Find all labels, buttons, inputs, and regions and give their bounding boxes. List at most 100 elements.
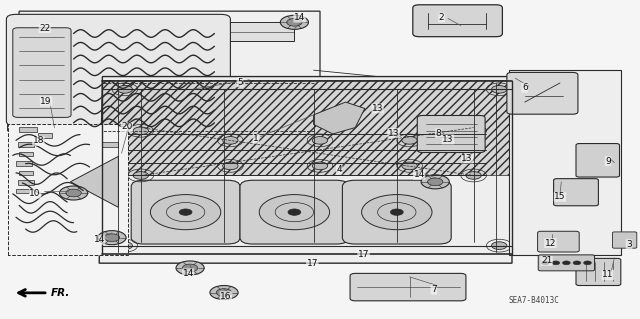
Text: 3: 3 [627,240,632,249]
Circle shape [563,261,570,265]
FancyBboxPatch shape [538,231,579,252]
Circle shape [223,162,238,170]
Circle shape [573,261,581,265]
Circle shape [466,172,481,179]
FancyBboxPatch shape [6,14,230,126]
Text: 18: 18 [33,137,44,145]
Circle shape [402,162,417,170]
Circle shape [421,175,449,189]
FancyBboxPatch shape [538,255,595,271]
Circle shape [492,85,507,93]
Circle shape [280,15,308,29]
Circle shape [541,261,549,265]
Text: 21: 21 [541,256,552,265]
FancyBboxPatch shape [240,180,349,244]
Circle shape [492,242,507,249]
FancyBboxPatch shape [342,180,451,244]
Polygon shape [8,11,320,131]
Text: 14: 14 [182,269,194,278]
Polygon shape [314,102,365,134]
Text: 13: 13 [461,154,473,163]
Circle shape [133,127,148,135]
Text: 13: 13 [388,129,399,137]
Circle shape [288,209,301,215]
Text: SEA7-B4013C: SEA7-B4013C [509,296,560,305]
Text: 2: 2 [439,13,444,22]
Circle shape [66,189,81,197]
Circle shape [117,85,132,93]
Circle shape [98,231,126,245]
Text: 10: 10 [29,189,41,198]
Polygon shape [70,156,118,207]
Circle shape [117,242,132,249]
Circle shape [584,261,591,265]
Text: 19: 19 [40,97,52,106]
Text: 14: 14 [294,13,305,22]
Text: 20: 20 [121,122,132,131]
FancyBboxPatch shape [417,115,485,152]
Text: 17: 17 [358,250,369,259]
Bar [16,189,29,193]
Text: 8: 8 [436,129,441,138]
Circle shape [179,209,192,215]
Bar [18,180,34,185]
Bar [38,133,52,138]
Text: 4: 4 [337,165,342,174]
Text: 14: 14 [93,235,105,244]
Text: 13: 13 [372,104,383,113]
Text: 9: 9 [605,157,611,166]
Text: 7: 7 [431,285,436,294]
Text: 17: 17 [307,259,318,268]
FancyBboxPatch shape [576,144,620,177]
Bar [19,171,33,175]
Polygon shape [8,124,128,255]
Bar [19,152,33,156]
Text: 12: 12 [545,239,556,248]
Circle shape [216,289,232,296]
Circle shape [150,195,221,230]
Circle shape [312,137,328,144]
FancyBboxPatch shape [576,258,621,286]
Polygon shape [509,70,621,255]
Circle shape [223,137,238,144]
Circle shape [210,286,238,300]
Circle shape [312,162,328,170]
FancyBboxPatch shape [131,180,240,244]
Bar [102,142,118,147]
Circle shape [259,195,330,230]
Text: 5: 5 [237,78,243,87]
Circle shape [133,172,148,179]
Text: 13: 13 [442,135,454,144]
Circle shape [60,186,88,200]
Circle shape [176,261,204,275]
Bar [16,161,32,166]
FancyBboxPatch shape [612,232,637,248]
Text: 11: 11 [602,271,614,279]
Circle shape [362,195,432,230]
Text: FR.: FR. [51,288,70,298]
FancyBboxPatch shape [350,273,466,301]
Bar [102,80,509,175]
FancyBboxPatch shape [13,28,71,117]
Circle shape [428,178,443,186]
FancyBboxPatch shape [554,179,598,206]
Circle shape [287,19,302,26]
FancyBboxPatch shape [507,72,578,114]
Polygon shape [99,77,512,263]
Bar [19,127,37,132]
Bar [230,22,294,41]
Text: 1: 1 [253,134,259,143]
Text: 16: 16 [220,292,232,300]
Circle shape [466,127,481,135]
Text: 14: 14 [413,170,425,179]
Circle shape [402,137,417,144]
Circle shape [104,234,120,241]
Text: 15: 15 [554,192,566,201]
Text: 22: 22 [39,24,51,33]
Circle shape [182,264,198,272]
Circle shape [390,209,403,215]
FancyBboxPatch shape [413,5,502,37]
Text: 6: 6 [522,83,527,92]
Bar [18,142,34,147]
Circle shape [552,261,560,265]
